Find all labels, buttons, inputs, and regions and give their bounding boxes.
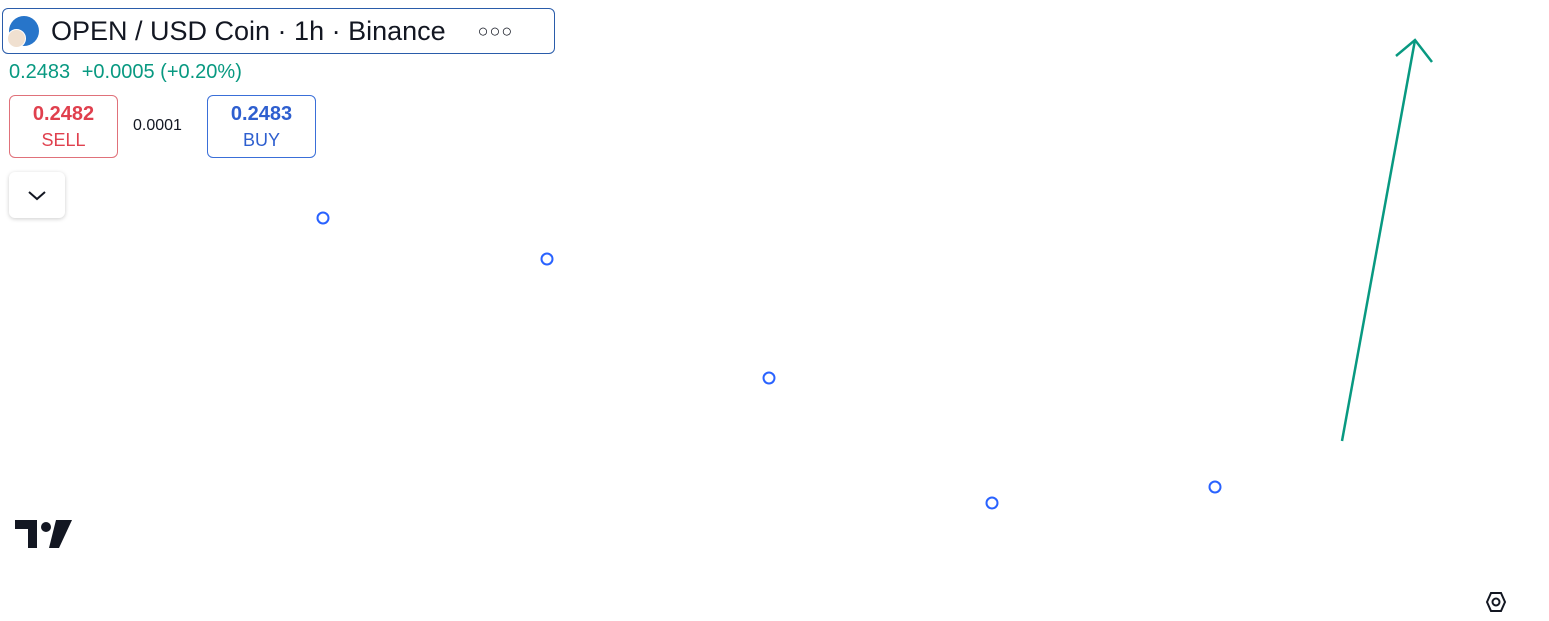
event-marker[interactable] (1208, 480, 1222, 494)
buy-label: BUY (242, 130, 280, 150)
quote-price: 0.2483 (9, 61, 71, 83)
sell-label: SELL (41, 130, 86, 150)
settings-icon[interactable] (1485, 592, 1507, 612)
sell-price: 0.2482 (32, 103, 95, 125)
symbol-title: OPEN / USD Coin · 1h · Binance (51, 15, 446, 46)
quote-line: 0.2483 +0.0005 (+0.20%) (9, 61, 242, 84)
buy-button[interactable]: 0.2483 BUY (207, 95, 316, 158)
logo (15, 520, 72, 548)
collapse-button[interactable] (9, 172, 65, 218)
chevron (28, 191, 46, 201)
spread: 0.0001 (133, 117, 182, 134)
event-marker[interactable] (985, 496, 999, 510)
quote-change: +0.0005 (81, 61, 155, 83)
sell-button[interactable]: 0.2482 SELL (9, 95, 118, 158)
trend-arrow (1340, 38, 1433, 442)
symbol-icon (7, 16, 39, 48)
event-marker[interactable] (540, 252, 554, 266)
event-marker[interactable] (762, 371, 776, 385)
buy-price: 0.2483 (230, 103, 293, 125)
quote-change-pct: (+0.20%) (160, 61, 242, 83)
event-markers (316, 211, 1222, 510)
symbol-header[interactable]: OPEN / USD Coin · 1h · Binance ○○○ (2, 8, 555, 54)
more-button[interactable]: ○○○ (477, 20, 514, 41)
event-marker[interactable] (316, 211, 330, 225)
exchange-badge (7, 29, 26, 48)
